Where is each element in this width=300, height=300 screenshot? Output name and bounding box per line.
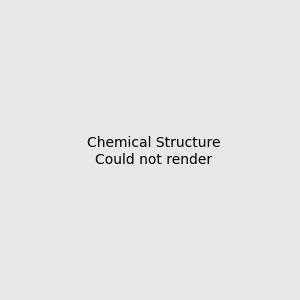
Text: Chemical Structure
Could not render: Chemical Structure Could not render bbox=[87, 136, 220, 166]
